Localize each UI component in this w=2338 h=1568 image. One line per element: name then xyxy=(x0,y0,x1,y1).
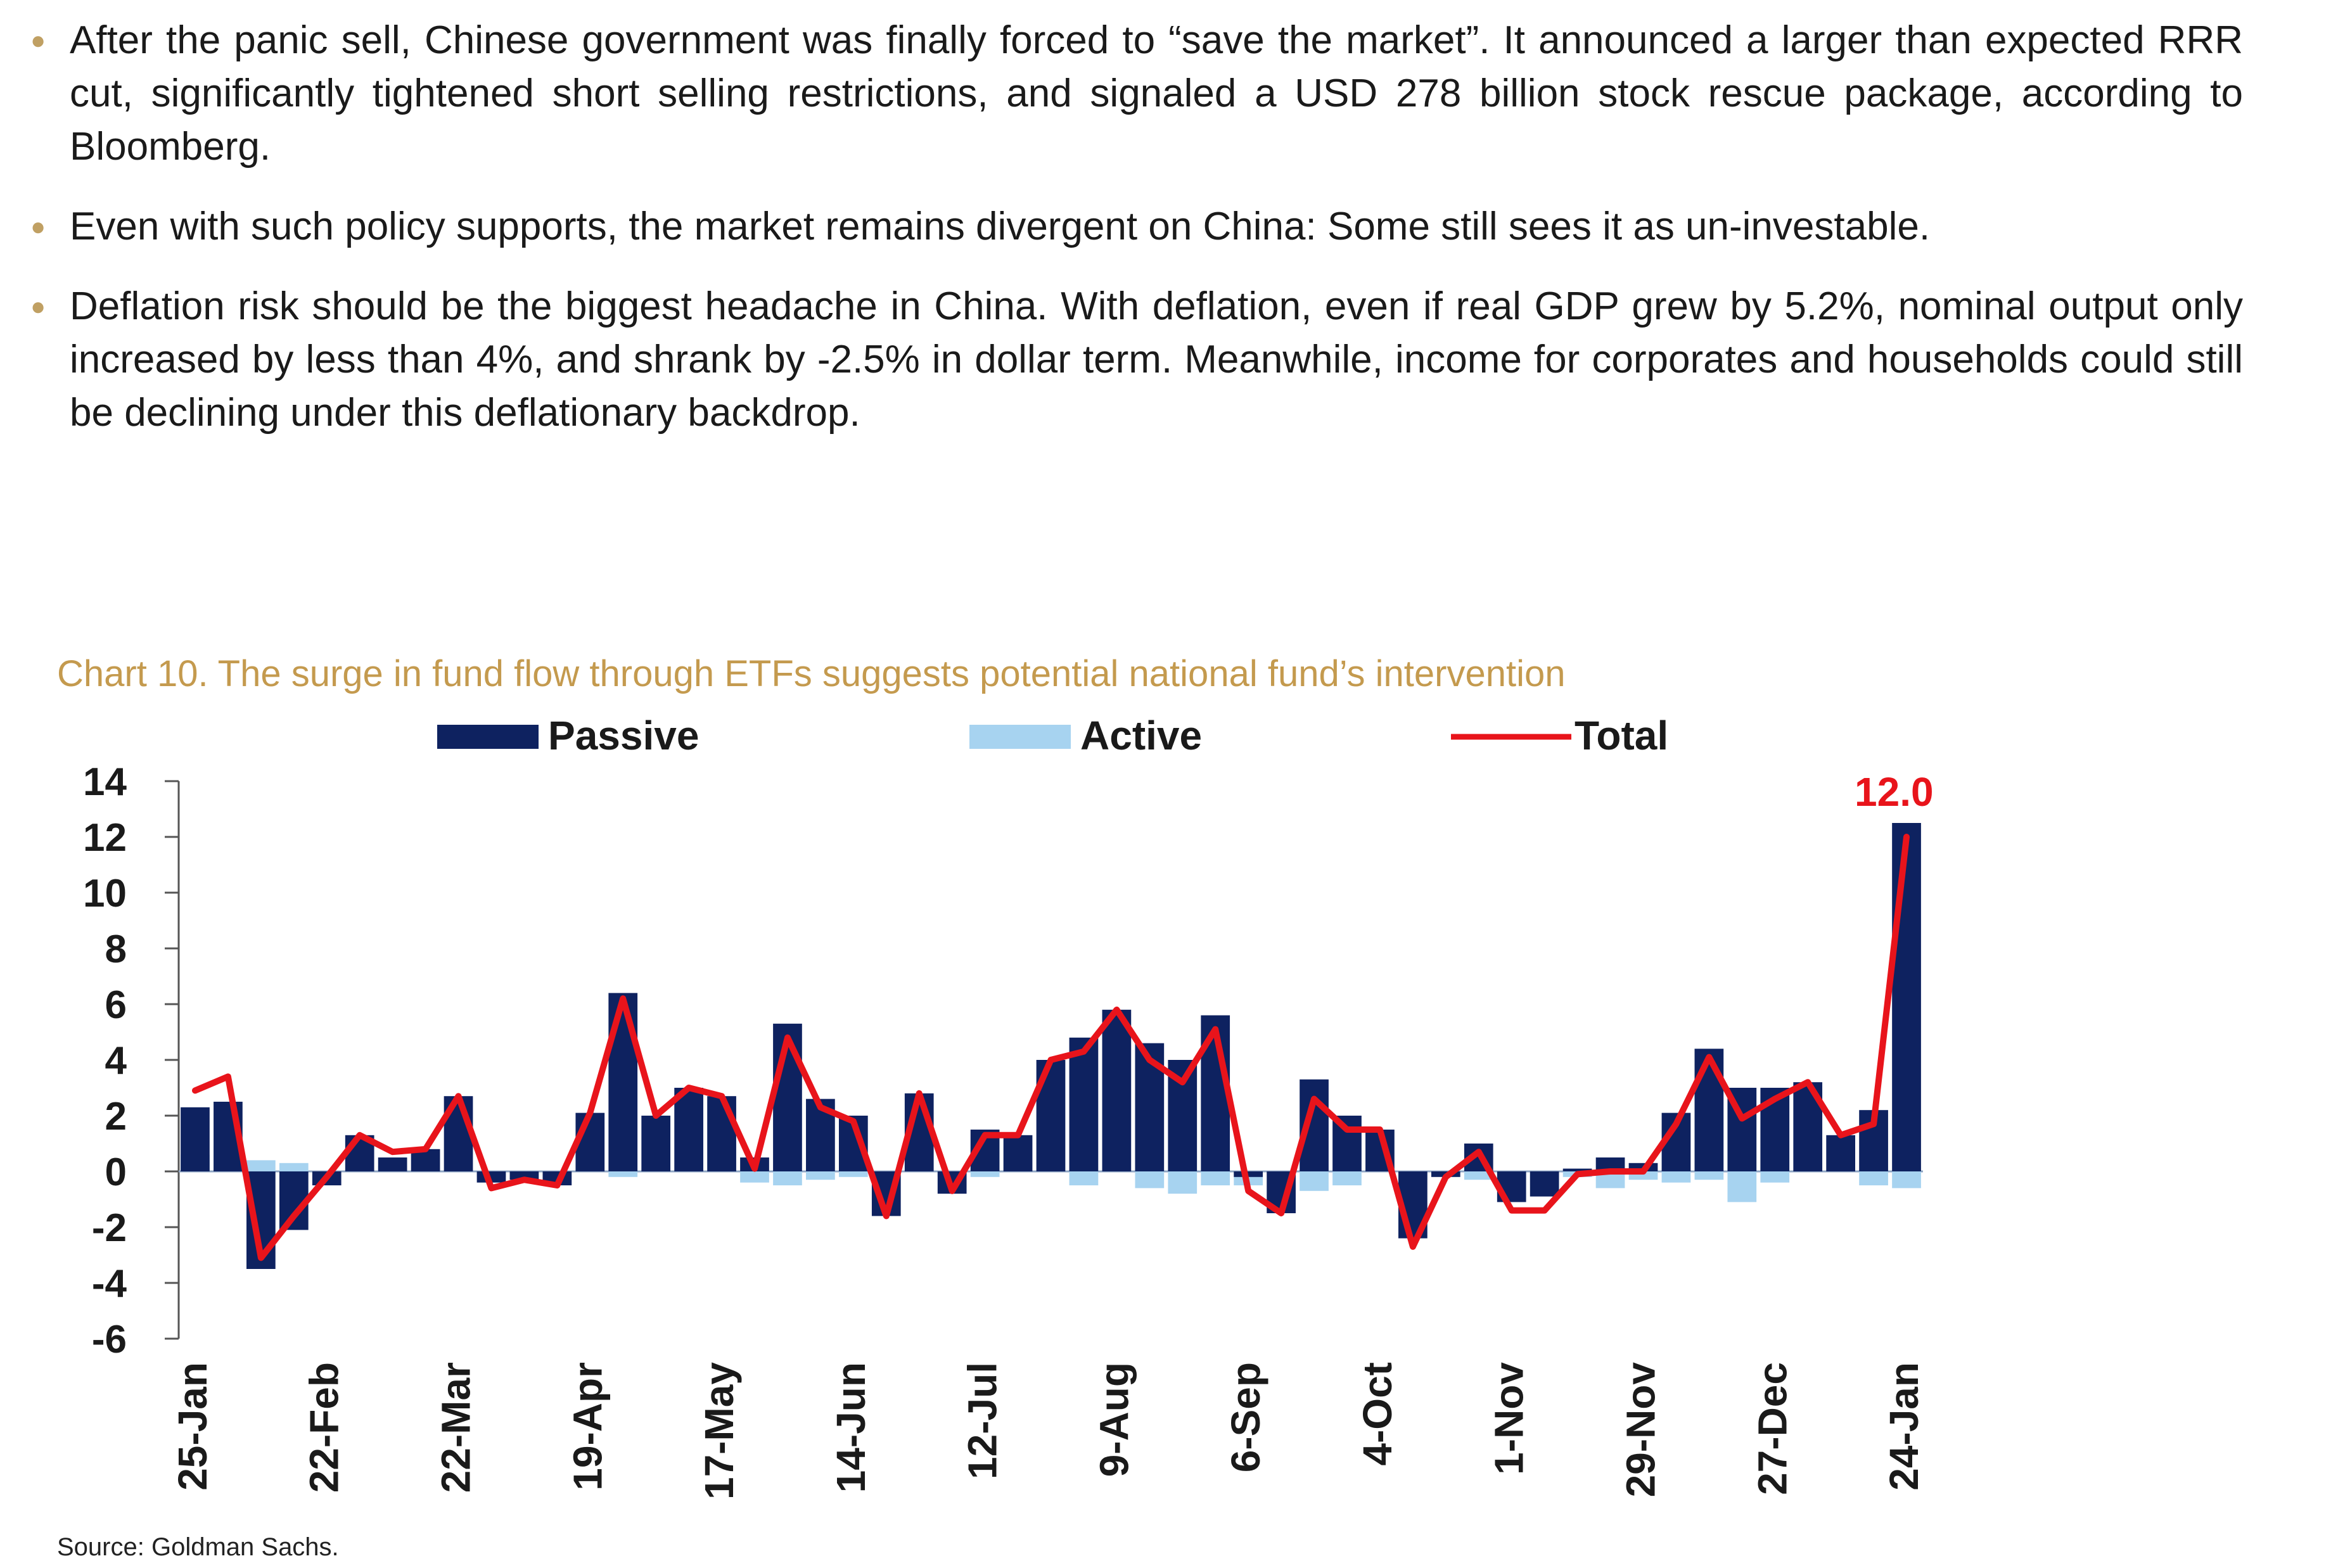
y-tick-label: -4 xyxy=(92,1262,127,1306)
bar-passive xyxy=(1234,1171,1263,1177)
bar-passive xyxy=(1332,1116,1362,1171)
bar-passive xyxy=(674,1088,703,1171)
y-tick-label: 4 xyxy=(105,1039,127,1083)
bar-active xyxy=(1892,1171,1921,1189)
source-note: Source: Goldman Sachs. xyxy=(57,1533,339,1561)
bar-active xyxy=(1332,1171,1362,1185)
y-tick-label: -6 xyxy=(92,1318,127,1361)
total-line: 12.0 xyxy=(192,769,1934,1261)
x-axis: 25-Jan 22-Feb 22-Mar 19-Apr 17-May 14-Jun 12-J… xyxy=(170,1362,1927,1500)
y-tick-label: 10 xyxy=(83,872,127,915)
bar-active xyxy=(1168,1171,1198,1194)
y-tick-label: 8 xyxy=(105,927,127,971)
bullet-text: After the panic sell, Chinese government… xyxy=(70,18,2243,169)
bar-passive xyxy=(575,1112,605,1171)
bar-passive xyxy=(1102,1009,1132,1171)
x-tick-label: 12-Jul xyxy=(960,1362,1006,1479)
bar-passive xyxy=(1892,823,1921,1171)
bullet-dot-icon: ● xyxy=(30,213,46,241)
total-series-line xyxy=(192,834,1910,1261)
x-tick-label: 29-Nov xyxy=(1618,1362,1663,1498)
x-tick-label: 4-Oct xyxy=(1355,1362,1400,1466)
bar-passive xyxy=(641,1116,671,1171)
bullet-text: Deflation risk should be the biggest hea… xyxy=(70,284,2243,435)
y-tick-label: -2 xyxy=(92,1206,127,1250)
y-tick-label: 6 xyxy=(105,983,127,1027)
y-tick-label: 14 xyxy=(83,760,127,804)
bar-passive xyxy=(378,1157,407,1171)
x-tick-label: 17-May xyxy=(696,1362,742,1500)
bar-active xyxy=(1201,1171,1230,1185)
bar-active xyxy=(1135,1171,1165,1189)
bullet-item: ● Deflation risk should be the biggest h… xyxy=(25,280,2243,440)
bar-active xyxy=(1727,1171,1757,1202)
legend-label-total: Total xyxy=(1575,713,1668,758)
bar-passive xyxy=(1595,1157,1625,1171)
y-tick-label: 0 xyxy=(105,1151,127,1194)
x-tick-label: 22-Feb xyxy=(302,1362,347,1493)
bar-passive xyxy=(1530,1171,1559,1197)
bar-active xyxy=(838,1171,868,1177)
x-tick-label: 14-Jun xyxy=(828,1362,874,1493)
bar-active xyxy=(608,1171,638,1177)
x-tick-label: 22-Mar xyxy=(433,1362,479,1493)
y-tick-label: 12 xyxy=(83,816,127,860)
bar-active xyxy=(806,1171,835,1180)
bar-active xyxy=(1694,1171,1724,1180)
y-tick-label: 2 xyxy=(105,1095,127,1138)
bar-active xyxy=(740,1171,769,1183)
bar-active xyxy=(246,1160,276,1171)
bar-active xyxy=(279,1163,309,1171)
x-tick-label: 1-Nov xyxy=(1486,1362,1532,1475)
legend-swatch-active xyxy=(969,725,1071,749)
bar-passive xyxy=(181,1107,210,1171)
legend-label-passive: Passive xyxy=(548,713,699,758)
bar-passive xyxy=(1694,1049,1724,1171)
legend-swatch-passive xyxy=(437,725,539,749)
bar-active xyxy=(1661,1171,1691,1183)
bar-passive xyxy=(1069,1037,1099,1171)
bar-active xyxy=(1069,1171,1099,1185)
bar-passive xyxy=(1003,1135,1033,1171)
x-tick-label: 27-Dec xyxy=(1749,1362,1795,1495)
bar-active xyxy=(1859,1171,1888,1185)
annotation-label: 12.0 xyxy=(1855,769,1934,815)
bullet-item: ● After the panic sell, Chinese governme… xyxy=(25,14,2243,174)
bar-passive xyxy=(1562,1168,1592,1171)
bullet-item: ● Even with such policy supports, the ma… xyxy=(25,200,2243,253)
passive-bars xyxy=(181,823,1921,1269)
bar-active xyxy=(1300,1171,1329,1191)
bullet-dot-icon: ● xyxy=(30,27,46,54)
bullet-dot-icon: ● xyxy=(30,293,46,321)
x-tick-label: 25-Jan xyxy=(170,1362,215,1491)
bar-passive xyxy=(1826,1135,1855,1171)
bar-active xyxy=(1464,1171,1493,1180)
bar-active xyxy=(970,1171,1000,1177)
bar-passive xyxy=(509,1171,539,1180)
x-tick-label: 6-Sep xyxy=(1223,1362,1268,1472)
x-tick-label: 24-Jan xyxy=(1881,1362,1927,1491)
bar-passive xyxy=(707,1096,736,1171)
chart-title: Chart 10. The surge in fund flow through… xyxy=(57,653,1566,694)
bar-passive xyxy=(608,993,638,1171)
bullet-text: Even with such policy supports, the mark… xyxy=(70,205,1931,248)
y-axis: 14 12 10 8 6 4 2 0 -2 -4 -6 xyxy=(83,760,1923,1361)
bar-active xyxy=(1760,1171,1790,1183)
legend-label-active: Active xyxy=(1080,713,1202,758)
bullet-list: ● After the panic sell, Chinese governme… xyxy=(25,14,2243,466)
chart-legend: Passive Active Total xyxy=(437,713,1668,758)
x-tick-label: 9-Aug xyxy=(1091,1362,1137,1477)
x-tick-label: 19-Apr xyxy=(565,1362,610,1491)
bar-active xyxy=(773,1171,802,1185)
